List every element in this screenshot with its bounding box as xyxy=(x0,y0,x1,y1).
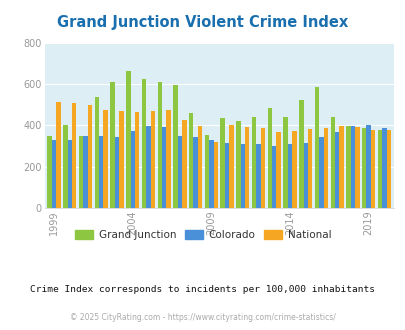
Text: Crime Index corresponds to incidents per 100,000 inhabitants: Crime Index corresponds to incidents per… xyxy=(30,285,375,294)
Bar xyxy=(229,125,233,208)
Bar xyxy=(47,136,52,208)
Bar xyxy=(303,143,307,208)
Bar xyxy=(115,137,119,208)
Bar xyxy=(99,136,103,208)
Bar xyxy=(197,126,202,208)
Bar xyxy=(209,140,213,208)
Bar xyxy=(141,80,146,208)
Bar xyxy=(298,100,303,208)
Bar xyxy=(87,105,92,208)
Bar xyxy=(83,136,87,208)
Bar xyxy=(150,111,155,208)
Bar xyxy=(240,144,245,208)
Bar xyxy=(292,131,296,208)
Bar xyxy=(126,71,130,208)
Bar xyxy=(370,129,374,208)
Bar xyxy=(157,82,162,208)
Bar xyxy=(283,117,287,208)
Bar xyxy=(314,87,318,208)
Bar xyxy=(256,144,260,208)
Bar xyxy=(236,121,240,208)
Bar xyxy=(204,135,209,208)
Bar xyxy=(323,128,327,208)
Bar xyxy=(345,126,350,208)
Text: © 2025 CityRating.com - https://www.cityrating.com/crime-statistics/: © 2025 CityRating.com - https://www.city… xyxy=(70,313,335,322)
Bar xyxy=(63,125,68,208)
Bar xyxy=(260,128,264,208)
Bar xyxy=(307,129,311,208)
Bar xyxy=(245,127,249,208)
Bar xyxy=(334,132,339,208)
Bar xyxy=(173,85,177,208)
Bar xyxy=(146,126,150,208)
Bar xyxy=(339,126,343,208)
Bar xyxy=(330,117,334,208)
Bar xyxy=(386,129,390,208)
Bar xyxy=(366,125,370,208)
Bar xyxy=(252,117,256,208)
Bar xyxy=(193,137,197,208)
Bar xyxy=(130,131,134,208)
Bar xyxy=(134,113,139,208)
Bar xyxy=(213,142,217,208)
Bar xyxy=(94,96,99,208)
Bar xyxy=(354,127,359,208)
Bar xyxy=(110,82,115,208)
Bar xyxy=(72,103,76,208)
Bar xyxy=(119,112,123,208)
Bar xyxy=(166,110,171,208)
Bar xyxy=(267,108,271,208)
Bar xyxy=(350,126,354,208)
Bar xyxy=(287,144,292,208)
Legend: Grand Junction, Colorado, National: Grand Junction, Colorado, National xyxy=(70,226,335,244)
Bar xyxy=(189,113,193,208)
Text: Grand Junction Violent Crime Index: Grand Junction Violent Crime Index xyxy=(57,15,348,30)
Bar xyxy=(177,136,182,208)
Bar xyxy=(79,136,83,208)
Bar xyxy=(276,132,280,208)
Bar xyxy=(103,110,108,208)
Bar xyxy=(68,140,72,208)
Bar xyxy=(271,146,276,208)
Bar xyxy=(56,102,61,208)
Bar xyxy=(224,143,229,208)
Bar xyxy=(220,118,224,208)
Bar xyxy=(162,127,166,208)
Bar xyxy=(377,129,381,208)
Bar xyxy=(381,128,386,208)
Bar xyxy=(318,137,323,208)
Bar xyxy=(52,140,56,208)
Bar xyxy=(361,128,366,208)
Bar xyxy=(182,120,186,208)
